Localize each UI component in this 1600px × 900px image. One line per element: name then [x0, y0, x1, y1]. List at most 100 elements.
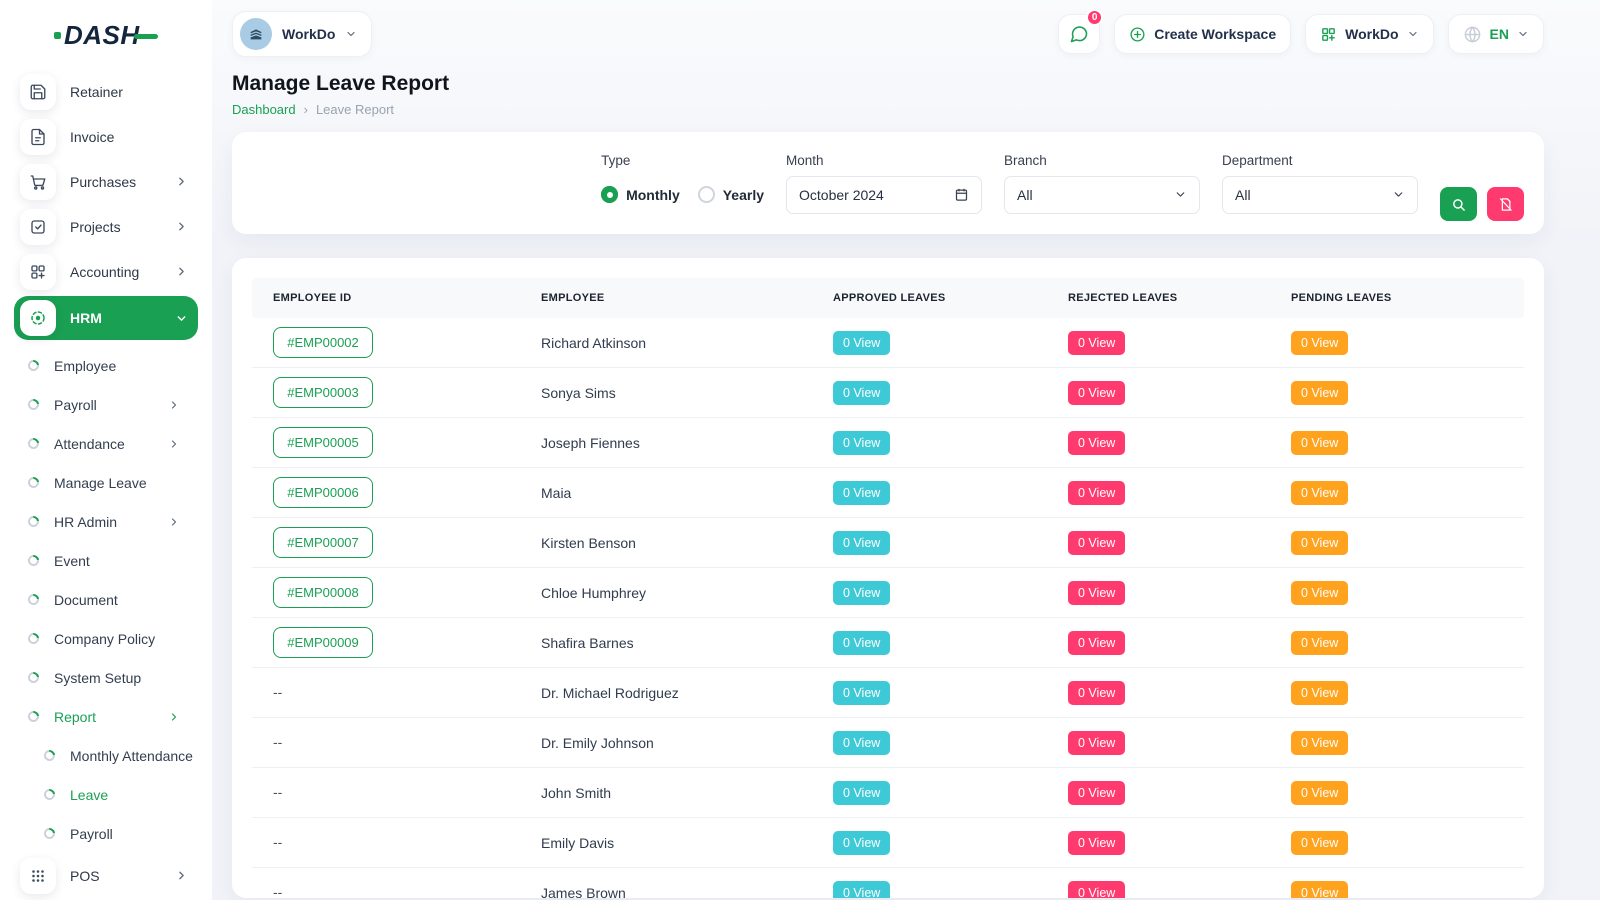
sidebar-item-monthly-attendance[interactable]: Monthly Attendance	[14, 736, 198, 775]
type-yearly-radio[interactable]: Yearly	[698, 186, 764, 203]
sidebar-item-label: HRM	[70, 310, 102, 326]
dots-grid-icon	[20, 858, 56, 894]
workspace-selector[interactable]: WorkDo	[232, 11, 372, 57]
approved-leaves-badge[interactable]: 0 View	[833, 581, 890, 605]
rejected-leaves-badge[interactable]: 0 View	[1068, 731, 1125, 755]
sidebar-item-accounting[interactable]: Accounting	[14, 249, 198, 294]
sidebar-item-attendance[interactable]: Attendance	[14, 424, 198, 463]
create-workspace-label: Create Workspace	[1154, 26, 1276, 42]
sidebar-item-leave[interactable]: Leave	[14, 775, 198, 814]
sidebar-item-company-policy[interactable]: Company Policy	[14, 619, 198, 658]
employee-name: Richard Atkinson	[520, 335, 812, 351]
messages-badge: 0	[1086, 9, 1103, 26]
rejected-leaves-badge[interactable]: 0 View	[1068, 431, 1125, 455]
month-value: October 2024	[799, 187, 884, 203]
sidebar-item-manage-leave[interactable]: Manage Leave	[14, 463, 198, 502]
page-title: Manage Leave Report	[232, 72, 1544, 96]
employee-id-chip[interactable]: #EMP00007	[273, 527, 373, 558]
approved-leaves-badge[interactable]: 0 View	[833, 531, 890, 555]
rejected-leaves-badge[interactable]: 0 View	[1068, 331, 1125, 355]
column-header-employee: EMPLOYEE	[520, 292, 812, 304]
reset-filter-button[interactable]	[1487, 187, 1524, 221]
employee-id-chip[interactable]: #EMP00009	[273, 627, 373, 658]
messages-button[interactable]: 0	[1058, 14, 1100, 54]
sidebar-item-event[interactable]: Event	[14, 541, 198, 580]
approved-leaves-badge[interactable]: 0 View	[833, 781, 890, 805]
approved-leaves-badge[interactable]: 0 View	[833, 631, 890, 655]
rejected-leaves-badge[interactable]: 0 View	[1068, 631, 1125, 655]
sidebar-item-report[interactable]: Report	[14, 697, 198, 736]
pending-leaves-badge[interactable]: 0 View	[1291, 781, 1348, 805]
employee-id-chip[interactable]: #EMP00003	[273, 377, 373, 408]
pending-leaves-badge[interactable]: 0 View	[1291, 381, 1348, 405]
pending-leaves-badge[interactable]: 0 View	[1291, 881, 1348, 898]
approved-leaves-badge[interactable]: 0 View	[833, 481, 890, 505]
approved-leaves-badge[interactable]: 0 View	[833, 681, 890, 705]
employee-name: Chloe Humphrey	[520, 585, 812, 601]
department-select[interactable]: All	[1222, 176, 1418, 214]
table-row: #EMP00005 Joseph Fiennes 0 View 0 View 0…	[252, 418, 1524, 468]
workdo-menu-button[interactable]: WorkDo	[1305, 14, 1433, 54]
table-row: #EMP00002 Richard Atkinson 0 View 0 View…	[252, 318, 1524, 368]
approved-leaves-badge[interactable]: 0 View	[833, 431, 890, 455]
branch-select[interactable]: All	[1004, 176, 1200, 214]
sidebar-item-projects[interactable]: Projects	[14, 204, 198, 249]
pending-leaves-badge[interactable]: 0 View	[1291, 831, 1348, 855]
rejected-leaves-badge[interactable]: 0 View	[1068, 881, 1125, 898]
pending-leaves-badge[interactable]: 0 View	[1291, 481, 1348, 505]
pending-leaves-badge[interactable]: 0 View	[1291, 431, 1348, 455]
check-square-icon	[20, 209, 56, 245]
rejected-leaves-badge[interactable]: 0 View	[1068, 681, 1125, 705]
sidebar: DASH Retainer Invoice Purchases	[0, 0, 212, 900]
pending-leaves-badge[interactable]: 0 View	[1291, 731, 1348, 755]
pending-leaves-badge[interactable]: 0 View	[1291, 681, 1348, 705]
approved-leaves-badge[interactable]: 0 View	[833, 731, 890, 755]
employee-id-chip[interactable]: #EMP00008	[273, 577, 373, 608]
sidebar-item-hr-admin[interactable]: HR Admin	[14, 502, 198, 541]
approved-leaves-badge[interactable]: 0 View	[833, 381, 890, 405]
sidebar-item-payroll[interactable]: Payroll	[14, 385, 198, 424]
pending-leaves-badge[interactable]: 0 View	[1291, 631, 1348, 655]
employee-id-chip[interactable]: #EMP00006	[273, 477, 373, 508]
employee-id-chip[interactable]: #EMP00005	[273, 427, 373, 458]
sidebar-item-system-setup[interactable]: System Setup	[14, 658, 198, 697]
rejected-leaves-badge[interactable]: 0 View	[1068, 531, 1125, 555]
filter-actions	[1440, 187, 1524, 221]
approved-leaves-badge[interactable]: 0 View	[833, 331, 890, 355]
pending-leaves-badge[interactable]: 0 View	[1291, 531, 1348, 555]
approved-leaves-badge[interactable]: 0 View	[833, 881, 890, 898]
chevron-right-icon	[175, 175, 188, 188]
app-logo[interactable]: DASH	[54, 20, 198, 51]
pending-leaves-badge[interactable]: 0 View	[1291, 581, 1348, 605]
sidebar-item-pos[interactable]: POS	[14, 853, 198, 898]
sidebar-item-report-payroll[interactable]: Payroll	[14, 814, 198, 853]
sidebar-item-retainer[interactable]: Retainer	[14, 69, 198, 114]
sidebar-item-purchases[interactable]: Purchases	[14, 159, 198, 204]
create-workspace-button[interactable]: Create Workspace	[1114, 14, 1291, 54]
sidebar-item-employee[interactable]: Employee	[14, 346, 198, 385]
sidebar-item-document[interactable]: Document	[14, 580, 198, 619]
rejected-leaves-badge[interactable]: 0 View	[1068, 581, 1125, 605]
circle-bullet-icon	[26, 631, 41, 646]
month-input[interactable]: October 2024	[786, 176, 982, 214]
rejected-leaves-badge[interactable]: 0 View	[1068, 831, 1125, 855]
rejected-leaves-badge[interactable]: 0 View	[1068, 481, 1125, 505]
department-value: All	[1235, 187, 1251, 203]
type-monthly-radio[interactable]: Monthly	[601, 186, 680, 203]
rejected-leaves-badge[interactable]: 0 View	[1068, 381, 1125, 405]
circle-bullet-icon	[26, 436, 41, 451]
pending-leaves-badge[interactable]: 0 View	[1291, 331, 1348, 355]
search-button[interactable]	[1440, 187, 1477, 221]
search-icon	[1451, 197, 1466, 212]
approved-leaves-badge[interactable]: 0 View	[833, 831, 890, 855]
sidebar-item-hrm[interactable]: HRM	[14, 296, 198, 340]
workspace-avatar-building-icon	[240, 18, 272, 50]
rejected-leaves-badge[interactable]: 0 View	[1068, 781, 1125, 805]
sidebar-item-invoice[interactable]: Invoice	[14, 114, 198, 159]
employee-name: Emily Davis	[520, 835, 812, 851]
employee-id-chip[interactable]: #EMP00002	[273, 327, 373, 358]
language-selector[interactable]: EN	[1448, 14, 1544, 54]
leave-report-table: EMPLOYEE ID EMPLOYEE APPROVED LEAVES REJ…	[232, 258, 1544, 898]
breadcrumb-dashboard-link[interactable]: Dashboard	[232, 102, 296, 117]
filter-card: Type Monthly Yearly Month October 2024 B…	[232, 132, 1544, 234]
